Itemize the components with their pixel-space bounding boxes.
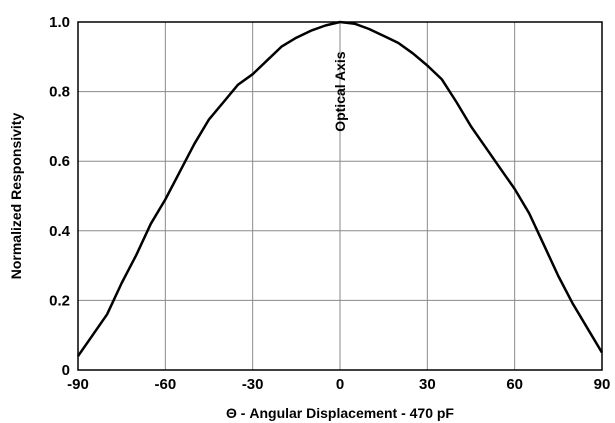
x-tick-label: 0 <box>336 376 344 393</box>
grid <box>78 22 602 370</box>
y-tick-label: 0.2 <box>49 292 70 309</box>
series-layer <box>76 20 604 357</box>
y-tick-label: 0.6 <box>49 153 70 170</box>
x-tick-label: 90 <box>594 376 611 393</box>
y-tick-label: 1.0 <box>49 14 70 31</box>
y-axis-label: Normalized Responsivity <box>8 113 24 280</box>
tick-labels: -90 -60 -30 0 30 60 90 0 0.2 0.4 0.6 0.8 1.0 <box>49 14 610 393</box>
series-line <box>76 20 604 357</box>
x-tick-label: -60 <box>154 376 176 393</box>
x-tick-label: 30 <box>419 376 436 393</box>
x-tick-label: -90 <box>67 376 89 393</box>
x-tick-label: 60 <box>506 376 523 393</box>
y-tick-label: 0.8 <box>49 84 70 101</box>
x-axis-label: Θ - Angular Displacement - 470 pF <box>226 405 454 421</box>
x-tick-label: -30 <box>242 376 264 393</box>
annotation-optical-axis: Optical Axis <box>332 51 348 132</box>
y-tick-label: 0.4 <box>49 223 71 240</box>
y-tick-label: 0 <box>62 362 70 379</box>
